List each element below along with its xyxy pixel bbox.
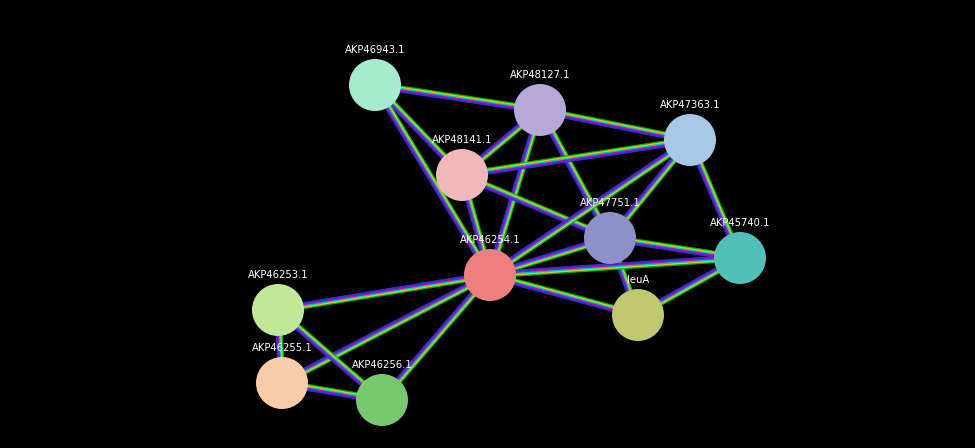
Text: AKP47363.1: AKP47363.1 — [660, 100, 721, 110]
Text: AKP48127.1: AKP48127.1 — [510, 70, 570, 80]
Text: AKP46943.1: AKP46943.1 — [345, 45, 406, 55]
Text: AKP46255.1: AKP46255.1 — [252, 343, 312, 353]
Circle shape — [356, 374, 408, 426]
Text: AKP46253.1: AKP46253.1 — [248, 270, 308, 280]
Circle shape — [252, 284, 304, 336]
Text: AKP48141.1: AKP48141.1 — [432, 135, 492, 145]
Circle shape — [584, 212, 636, 264]
Text: AKP45740.1: AKP45740.1 — [710, 218, 770, 228]
Text: AKP46256.1: AKP46256.1 — [352, 360, 412, 370]
Circle shape — [349, 59, 401, 111]
Circle shape — [612, 289, 664, 341]
Text: AKP46254.1: AKP46254.1 — [459, 235, 521, 245]
Circle shape — [664, 114, 716, 166]
Text: AKP47751.1: AKP47751.1 — [579, 198, 641, 208]
Text: leuA: leuA — [627, 275, 649, 285]
Circle shape — [256, 357, 308, 409]
Circle shape — [714, 232, 766, 284]
Circle shape — [464, 249, 516, 301]
Circle shape — [436, 149, 488, 201]
Circle shape — [514, 84, 566, 136]
